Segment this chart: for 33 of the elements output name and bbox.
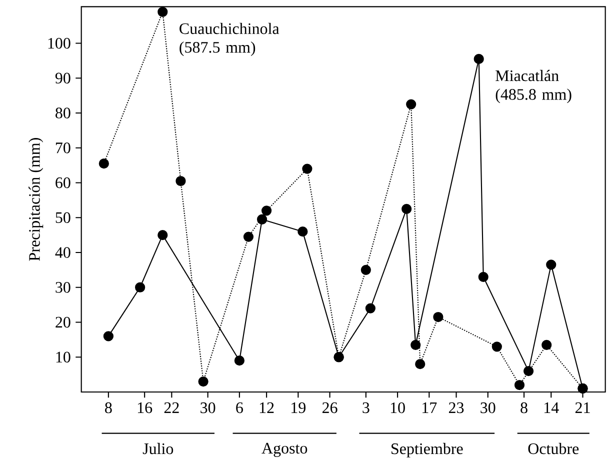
x-tick-label: 22: [164, 402, 179, 413]
x-tick-label: 23: [448, 402, 464, 414]
x-tick-label: 3: [362, 402, 370, 414]
y-tick-label: 70: [56, 142, 70, 154]
y-tick-label: 80: [56, 108, 70, 118]
y-tick-label: 40: [55, 247, 70, 258]
x-tick-label: 26: [322, 402, 338, 414]
x-tick-label: 21: [575, 402, 590, 413]
x-tick-label: 8: [105, 402, 112, 414]
y-axis-title: Precipitación (mm): [28, 138, 44, 261]
x-tick-label: 8: [520, 402, 528, 414]
text: Agosto: [262, 442, 308, 457]
text: Septiembre: [392, 442, 463, 458]
text: Octubre: [528, 442, 579, 454]
x-tick-label: 6: [236, 402, 243, 414]
x-tick-label: 19: [292, 402, 306, 414]
y-tick-label: 90: [55, 72, 70, 84]
y-tick-label: 100: [48, 38, 70, 49]
series-label: Miacatlán (485.8 mm): [496, 70, 572, 104]
x-tick-label: 12: [260, 402, 274, 413]
x-tick-label: 16: [138, 402, 152, 414]
y-tick-label: 30: [56, 282, 70, 293]
x-tick-label: 30: [200, 402, 216, 414]
y-tick-label: 20: [56, 316, 70, 328]
x-tick-label: 14: [544, 402, 559, 413]
x-tick-label: 30: [480, 402, 496, 414]
y-tick-label: 10: [56, 352, 70, 363]
series-label: Cuauchichinola (587.5 mm): [180, 22, 280, 56]
x-tick-label: 17: [422, 402, 437, 413]
x-tick-label: 10: [390, 402, 405, 414]
y-tick-label: 50: [56, 212, 70, 224]
text: Julio: [142, 442, 174, 454]
y-tick-label: 60: [56, 177, 70, 188]
